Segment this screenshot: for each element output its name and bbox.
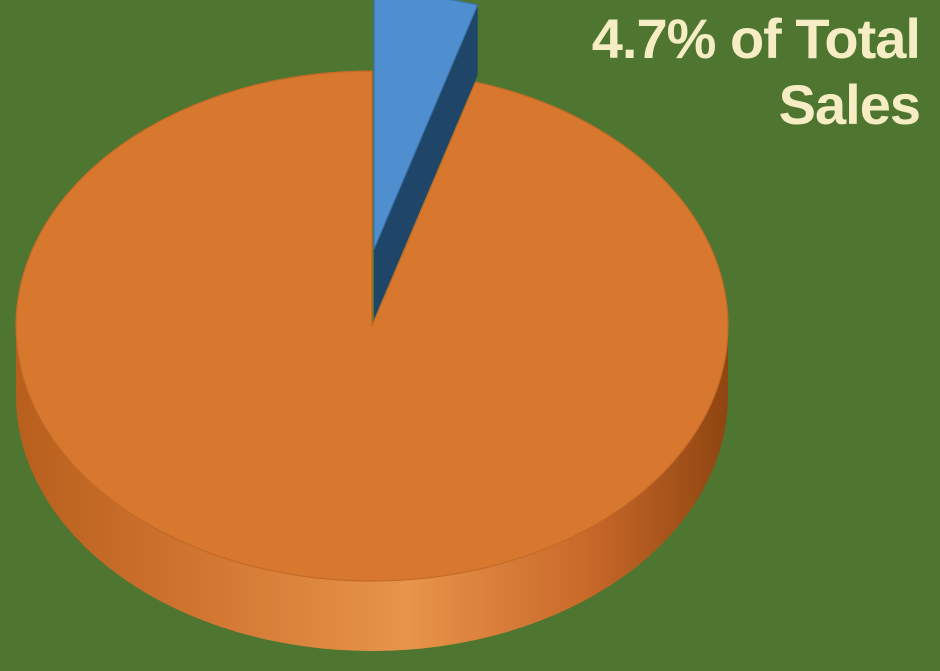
pie-cut-face-0: [374, 4, 478, 319]
chart-annotation: 4.7% of Total Sales: [500, 6, 921, 138]
pie-slice-1: [15, 70, 729, 582]
annotation-line-2: Sales: [778, 73, 921, 136]
annotation-line-1: 4.7% of Total: [591, 7, 921, 70]
pie-slice-0: [373, 0, 479, 250]
pie-side-1: [16, 326, 728, 651]
